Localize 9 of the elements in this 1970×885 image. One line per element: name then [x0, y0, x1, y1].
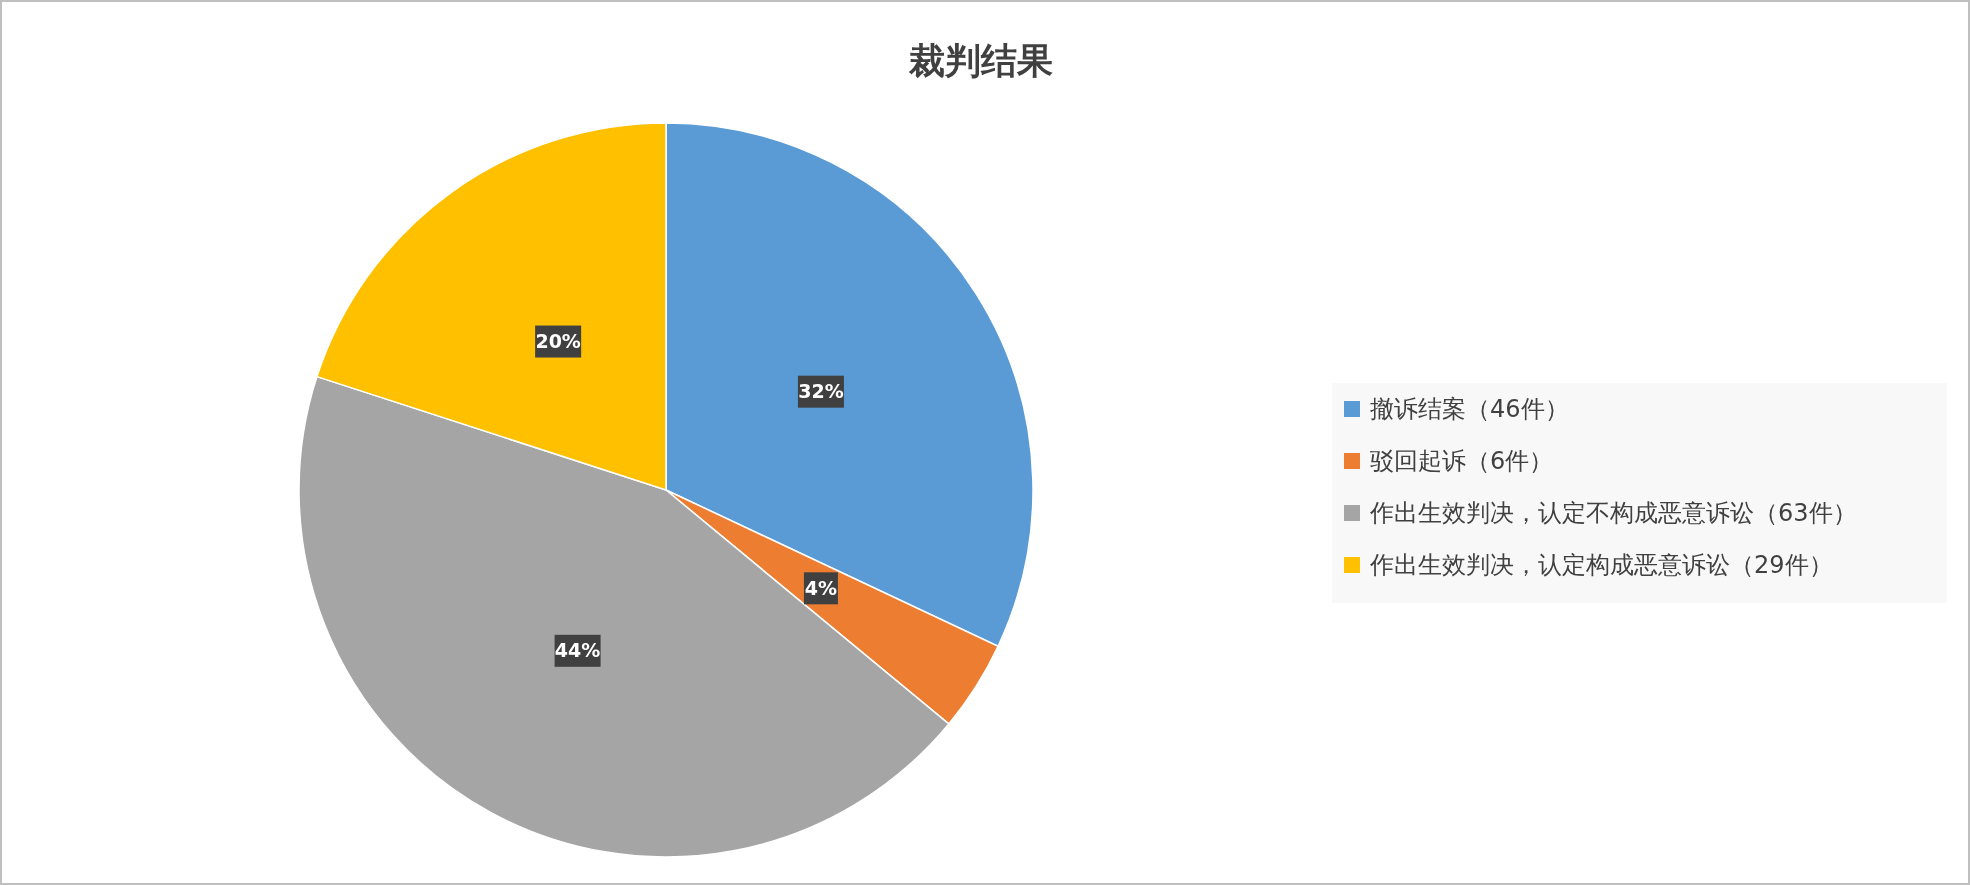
data-label: 32%	[798, 380, 844, 403]
chart-title: 裁判结果	[908, 39, 1053, 81]
data-label: 44%	[554, 639, 601, 662]
legend-label: 驳回起诉（6件）	[1370, 447, 1554, 476]
data-label: 20%	[535, 330, 581, 353]
legend-label: 作出生效判决，认定构成恶意诉讼（29件）	[1369, 551, 1833, 580]
data-label: 4%	[804, 576, 838, 599]
legend-label: 作出生效判决，认定不构成恶意诉讼（63件）	[1369, 499, 1857, 528]
legend-label: 撤诉结案（46件）	[1370, 395, 1569, 424]
